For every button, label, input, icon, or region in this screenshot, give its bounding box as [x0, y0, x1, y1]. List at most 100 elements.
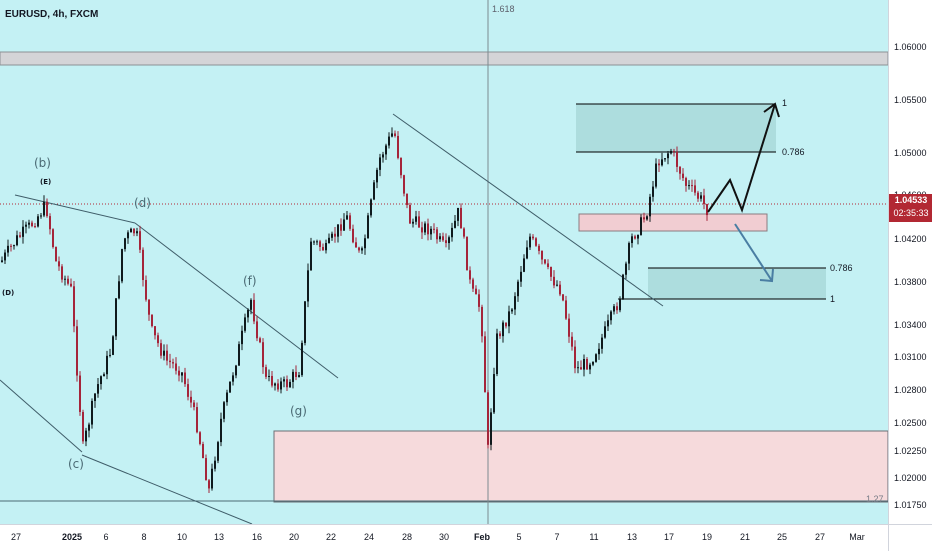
time-tick: 7 [554, 532, 560, 542]
time-tick: 19 [701, 532, 713, 542]
trendline-d-f[interactable] [134, 222, 339, 379]
candle-body [28, 222, 30, 225]
candle-body [490, 412, 492, 445]
down-target-box[interactable] [648, 268, 826, 299]
pivot-zone[interactable] [578, 213, 768, 232]
candle-body [166, 350, 168, 361]
price-tick: 1.03100 [894, 352, 927, 362]
candle-body [31, 222, 33, 227]
candle-body [544, 259, 546, 264]
resistance-zone[interactable] [0, 51, 888, 66]
candle-body [130, 228, 132, 233]
candle-body [646, 216, 648, 220]
candle-body [475, 288, 477, 295]
candle-body [451, 227, 453, 238]
candle-body [67, 278, 69, 284]
candle-body [61, 266, 63, 280]
axis-corner [888, 524, 932, 551]
time-tick: 13 [626, 532, 638, 542]
candle-body [322, 246, 324, 251]
trendline-upper-left[interactable] [14, 194, 136, 224]
candle-body [124, 238, 126, 250]
candle-body [514, 296, 516, 310]
time-axis[interactable]: 27 2025 6 8 10 13 16 20 22 24 28 30 Feb 5 7 11 13 17 19 21 2… [0, 524, 888, 551]
symbol-title[interactable]: EURUSD, 4h, FXCM [5, 9, 99, 20]
candle-body [313, 241, 315, 243]
candle-body [577, 367, 579, 369]
candle-body [688, 185, 690, 187]
trendline-lower-left[interactable] [0, 379, 83, 453]
candle-body [616, 306, 618, 311]
candle-body [82, 411, 84, 442]
candle-body [511, 309, 513, 312]
candle-body [127, 232, 129, 239]
candle-body [445, 240, 447, 244]
candle-body [553, 276, 555, 286]
candle-body [118, 281, 120, 299]
price-tick: 1.02000 [894, 473, 927, 483]
candle-body [559, 284, 561, 295]
candle-body [244, 317, 246, 331]
candle-body [247, 309, 249, 318]
down-target-label: 1 [830, 294, 836, 304]
candle-body [43, 201, 45, 216]
candle-body [634, 236, 636, 239]
trendline-top-right[interactable] [392, 113, 664, 307]
price-tick: 1.02500 [894, 418, 927, 428]
candle-body [271, 375, 273, 386]
candle-body [607, 320, 609, 327]
candle-body [58, 261, 60, 267]
time-tick: 6 [103, 532, 109, 542]
time-tick: 17 [663, 532, 675, 542]
demand-zone[interactable] [273, 430, 888, 503]
candle-body [97, 384, 99, 394]
candle-body [439, 236, 441, 240]
candle-body [382, 154, 384, 158]
price-axis[interactable]: 1.060001.055001.050001.046001.042001.038… [888, 0, 932, 524]
candle-body [580, 367, 582, 370]
candle-body [598, 348, 600, 355]
candle-body [253, 299, 255, 322]
time-tick: Mar [849, 532, 865, 542]
candle-body [496, 333, 498, 375]
candle-body [508, 311, 510, 327]
candle-body [457, 207, 459, 221]
candle-body [226, 392, 228, 403]
candle-body [649, 196, 651, 217]
up-fib-label: 0.786 [782, 147, 805, 157]
candle-body [220, 418, 222, 443]
bearish-projection-arrow[interactable] [734, 223, 773, 282]
wave-label-c: (c) [68, 457, 84, 471]
candle-body [301, 342, 303, 376]
candle-body [295, 371, 297, 378]
time-tick: 30 [438, 532, 450, 542]
time-tick: 27 [10, 532, 22, 542]
candle-body [94, 393, 96, 401]
candle-body [355, 242, 357, 248]
candle-body [685, 178, 687, 186]
candle-body [49, 216, 51, 230]
candle-body [697, 192, 699, 199]
candle-body [628, 243, 630, 264]
candle-body [64, 278, 66, 280]
candle-body [670, 150, 672, 154]
candle-body [610, 311, 612, 321]
candle-body [529, 236, 531, 248]
candle-body [526, 247, 528, 259]
up-target-box[interactable] [576, 104, 776, 152]
candle-body [499, 333, 501, 337]
candle-body [523, 258, 525, 272]
candle-body [10, 245, 12, 247]
candle-body [109, 354, 111, 356]
bar-countdown: 02:35:33 [893, 208, 929, 218]
candle-body [397, 135, 399, 158]
chart-plot-area[interactable]: EURUSD, 4h, FXCM 1.618 (b) (E) (d) (D) (… [0, 0, 888, 524]
bullish-projection-arrow[interactable] [707, 103, 776, 213]
candle-body [190, 396, 192, 403]
candle-body [352, 228, 354, 243]
trendline-lower-c[interactable] [81, 454, 253, 524]
candle-body [40, 215, 42, 217]
time-tick: 16 [251, 532, 263, 542]
candle-body [448, 237, 450, 244]
